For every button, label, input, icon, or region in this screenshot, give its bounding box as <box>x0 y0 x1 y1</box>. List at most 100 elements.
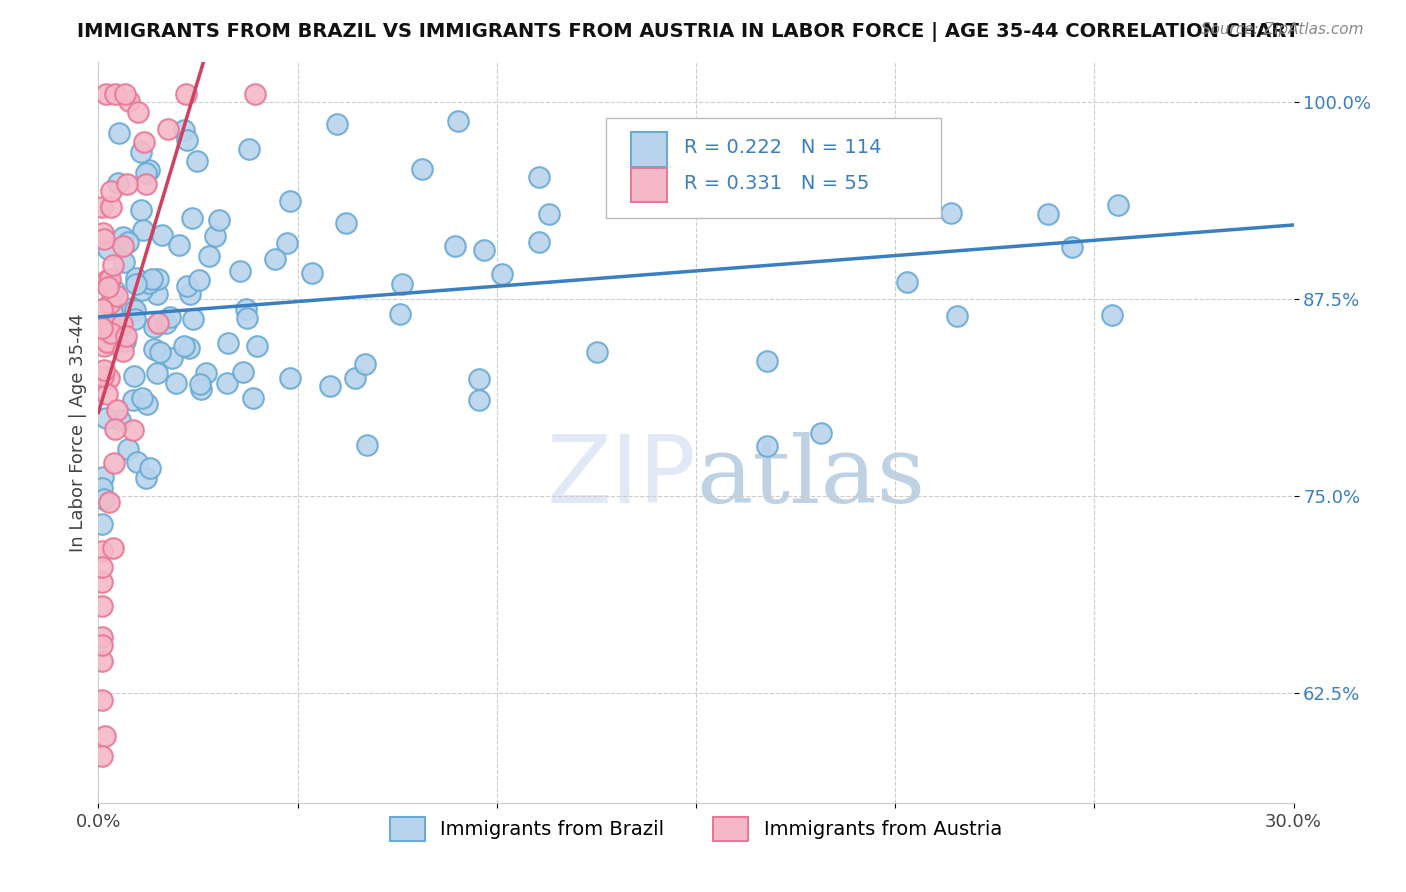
Point <box>939 205 962 219</box>
Point <box>108 413 131 427</box>
Point <box>93 362 115 376</box>
Point <box>204 229 226 244</box>
Point <box>97 242 120 256</box>
Point <box>139 461 162 475</box>
Point <box>91 320 114 334</box>
Point <box>167 237 190 252</box>
Point <box>91 575 114 590</box>
Point <box>129 145 152 159</box>
Text: IMMIGRANTS FROM BRAZIL VS IMMIGRANTS FROM AUSTRIA IN LABOR FORCE | AGE 35-44 COR: IMMIGRANTS FROM BRAZIL VS IMMIGRANTS FRO… <box>77 22 1299 42</box>
Point <box>135 470 157 484</box>
Point <box>98 316 121 330</box>
Point <box>138 276 160 290</box>
Y-axis label: In Labor Force | Age 35-44: In Labor Force | Age 35-44 <box>69 313 87 552</box>
Point <box>105 328 128 343</box>
Point <box>173 123 195 137</box>
Point <box>91 200 114 214</box>
Point <box>111 318 134 332</box>
Point <box>121 301 143 315</box>
Point <box>946 309 969 323</box>
Point <box>121 423 143 437</box>
Point <box>756 439 779 453</box>
Point <box>91 226 114 240</box>
Point <box>391 277 413 292</box>
Point <box>103 541 125 555</box>
Point <box>115 329 138 343</box>
Point <box>176 133 198 147</box>
Point <box>186 153 208 168</box>
Point <box>179 287 201 301</box>
Point <box>276 235 298 250</box>
Point <box>138 163 160 178</box>
Point <box>94 326 117 340</box>
Point <box>208 213 231 227</box>
Point <box>125 271 148 285</box>
Point <box>318 378 340 392</box>
Point <box>117 442 139 456</box>
Point <box>238 142 260 156</box>
Point <box>131 283 153 297</box>
Point <box>122 368 145 383</box>
Point <box>242 391 264 405</box>
Point <box>114 334 136 349</box>
Point <box>195 366 218 380</box>
Point <box>527 170 550 185</box>
Point <box>124 302 146 317</box>
Point <box>112 255 135 269</box>
Point <box>132 223 155 237</box>
Point <box>135 166 157 180</box>
Point <box>111 239 134 253</box>
Point <box>609 186 631 200</box>
Point <box>354 357 377 371</box>
Point <box>124 311 146 326</box>
Point <box>91 543 114 558</box>
Point <box>156 122 179 136</box>
Point <box>98 370 121 384</box>
Point <box>132 136 155 150</box>
Point <box>411 161 433 176</box>
Point <box>98 321 121 335</box>
Point <box>91 638 114 652</box>
Point <box>146 317 169 331</box>
Point <box>229 263 252 277</box>
Point <box>190 382 212 396</box>
Point <box>1107 198 1129 212</box>
Point <box>105 289 128 303</box>
Point <box>173 339 195 353</box>
Point <box>125 455 148 469</box>
Point <box>100 200 122 214</box>
Point <box>146 287 169 301</box>
Legend: Immigrants from Brazil, Immigrants from Austria: Immigrants from Brazil, Immigrants from … <box>382 809 1010 848</box>
Point <box>585 344 607 359</box>
Point <box>98 272 121 286</box>
Point <box>235 302 257 317</box>
FancyBboxPatch shape <box>606 118 941 218</box>
Point <box>117 235 139 249</box>
Point <box>115 177 138 191</box>
Text: ZIP: ZIP <box>547 431 696 523</box>
Point <box>177 342 200 356</box>
Point <box>444 238 467 252</box>
Point <box>103 283 125 297</box>
Point <box>94 87 117 101</box>
Point <box>136 397 159 411</box>
Point <box>104 422 127 436</box>
Point <box>97 495 120 509</box>
Point <box>335 216 357 230</box>
Point <box>236 311 259 326</box>
Point <box>100 326 122 340</box>
Point <box>278 371 301 385</box>
Point <box>91 368 114 383</box>
Point <box>356 438 378 452</box>
Point <box>491 267 513 281</box>
Point <box>131 391 153 405</box>
Point <box>837 124 859 138</box>
Point <box>146 272 169 286</box>
Point <box>246 338 269 352</box>
Point <box>124 277 146 291</box>
Point <box>93 322 115 336</box>
Point <box>129 202 152 217</box>
Point <box>94 729 117 743</box>
Point <box>756 354 779 368</box>
Point <box>896 275 918 289</box>
